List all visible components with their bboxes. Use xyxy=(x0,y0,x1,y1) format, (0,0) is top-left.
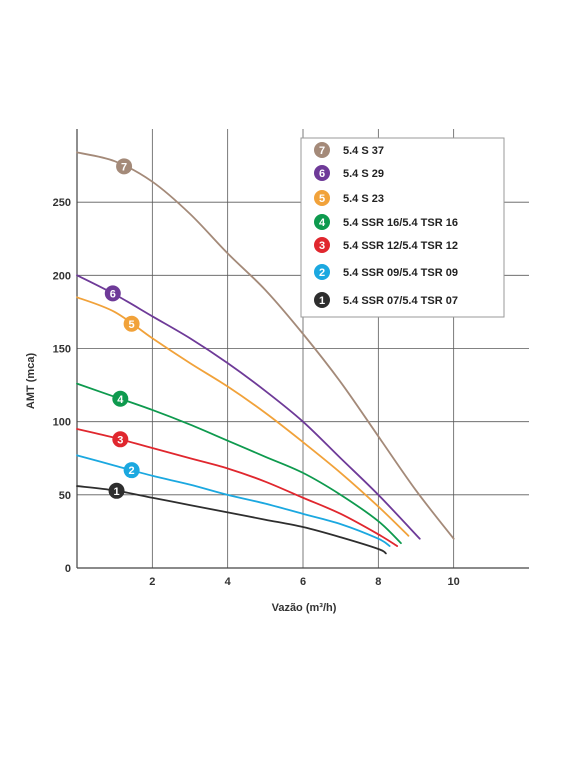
legend-badge-circle xyxy=(314,292,330,308)
curve-line-7 xyxy=(76,151,455,540)
legend-item-1: 1 5.4 SSR 07/5.4 TSR 07 xyxy=(314,292,458,308)
chart-legend: 7 5.4 S 37 6 5.4 S 29 5 5.4 S 23 4 5.4 SSR 16/5… xyxy=(300,137,505,318)
curve-line-1 xyxy=(76,485,387,555)
curve-badge-circle xyxy=(123,462,140,479)
legend-label: 5.4 SSR 07/5.4 TSR 07 xyxy=(343,295,458,307)
curve-line-3 xyxy=(76,428,399,547)
curve-badge-number: 3 xyxy=(117,434,123,446)
legend-badge-circle xyxy=(314,142,330,158)
y-tick-label: 0 xyxy=(65,563,71,575)
legend-badge-circle xyxy=(314,214,330,230)
curve-badge-number: 7 xyxy=(121,161,127,173)
curve-line-5 xyxy=(76,296,410,537)
curve-badge-6: 6 xyxy=(104,285,121,302)
curve-badges: 7 6 5 4 3 21 xyxy=(104,158,140,499)
legend-badge-number: 4 xyxy=(319,217,326,229)
legend-badge-number: 7 xyxy=(319,145,325,157)
y-tick-label: 200 xyxy=(53,270,71,282)
legend-label: 5.4 SSR 16/5.4 TSR 16 xyxy=(343,217,458,229)
x-tick-label: 8 xyxy=(375,576,381,588)
legend-item-2: 2 5.4 SSR 09/5.4 TSR 09 xyxy=(314,264,458,280)
legend-label: 5.4 S 23 xyxy=(343,193,384,205)
legend-item-6: 6 5.4 S 29 xyxy=(314,165,384,181)
curve-badge-4: 4 xyxy=(112,390,129,407)
curve-badge-number: 2 xyxy=(129,465,135,477)
curve-badge-circle xyxy=(104,285,121,302)
legend-badge-circle xyxy=(314,264,330,280)
curve-badge-number: 6 xyxy=(110,288,116,300)
curve-badge-circle xyxy=(116,158,133,175)
curve-badge-2: 2 xyxy=(123,462,140,479)
curve-badge-number: 1 xyxy=(113,486,119,498)
y-tick-label: 250 xyxy=(53,197,71,209)
x-tick-label: 4 xyxy=(225,576,232,588)
legend-item-7: 7 5.4 S 37 xyxy=(314,142,384,158)
x-axis-title: Vazão (m³/h) xyxy=(272,602,337,614)
legend-label: 5.4 S 37 xyxy=(343,145,384,157)
curve-badge-circle xyxy=(112,431,129,448)
legend-badge-number: 2 xyxy=(319,267,325,279)
x-tick-label: 6 xyxy=(300,576,306,588)
y-tick-label: 50 xyxy=(59,490,71,502)
y-tick-label: 150 xyxy=(53,344,71,356)
curve-badge-5: 5 xyxy=(123,315,140,332)
y-axis-title: AMT (mca) xyxy=(25,353,37,410)
curve-badge-1: 1 xyxy=(108,482,125,499)
curve-badge-3: 3 xyxy=(112,431,129,448)
legend-badge-circle xyxy=(314,165,330,181)
curve-badge-circle xyxy=(108,482,125,499)
curve-badge-number: 4 xyxy=(117,394,124,406)
legend-badge-number: 3 xyxy=(319,240,325,252)
legend-label: 5.4 SSR 09/5.4 TSR 09 xyxy=(343,267,458,279)
legend-badge-circle xyxy=(314,190,330,206)
legend-item-4: 4 5.4 SSR 16/5.4 TSR 16 xyxy=(314,214,458,230)
chart-curves xyxy=(76,151,455,555)
legend-label: 5.4 S 29 xyxy=(343,168,384,180)
legend-badge-number: 1 xyxy=(319,295,325,307)
chart-axes xyxy=(76,129,529,569)
legend-box xyxy=(300,137,505,318)
curve-badge-circle xyxy=(112,390,129,407)
curve-badge-7: 7 xyxy=(116,158,133,175)
curve-badge-number: 5 xyxy=(129,319,135,331)
legend-item-5: 5 5.4 S 23 xyxy=(314,190,384,206)
legend-badge-number: 5 xyxy=(319,193,325,205)
x-tick-label: 2 xyxy=(149,576,155,588)
curve-line-4 xyxy=(76,382,402,545)
curve-badge-circle xyxy=(123,315,140,332)
x-tick-label: 10 xyxy=(448,576,460,588)
curve-line-6 xyxy=(76,274,421,540)
legend-badge-number: 6 xyxy=(319,168,325,180)
legend-badge-circle xyxy=(314,237,330,253)
legend-item-3: 3 5.4 SSR 12/5.4 TSR 12 xyxy=(314,237,458,253)
legend-label: 5.4 SSR 12/5.4 TSR 12 xyxy=(343,240,458,252)
y-tick-label: 100 xyxy=(53,417,71,429)
